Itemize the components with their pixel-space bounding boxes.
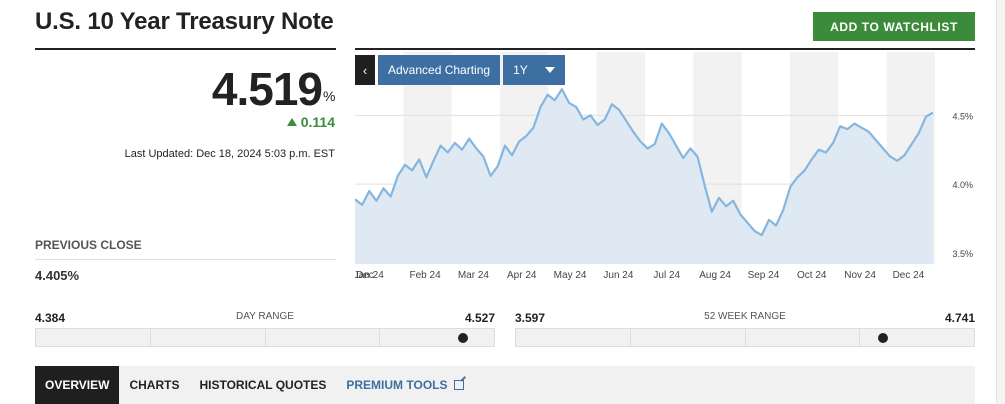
x-tick-label: Apr 24 [507,270,537,281]
x-tick-label: Mar 24 [458,270,490,281]
week52-range-high: 4.741 [944,311,975,325]
x-tick-label: Dec [356,270,374,281]
advanced-charting-button[interactable]: Advanced Charting [378,55,501,85]
divider [35,259,336,260]
week52-range: 3.597 52 WEEK RANGE 4.741 [515,311,975,347]
week52-range-marker [878,333,888,343]
x-tick-label: Jul 24 [653,270,680,281]
quote-unit: % [323,88,336,104]
day-range-low: 4.384 [35,311,66,325]
week52-range-label: 52 WEEK RANGE [704,311,786,322]
tab-premium-tools-label: PREMIUM TOOLS [346,378,448,392]
y-tick-label: 4.0% [952,180,973,190]
day-range-high: 4.527 [464,311,495,325]
tab-overview[interactable]: OVERVIEW [35,366,120,404]
quote-change-value: 0.114 [300,114,335,130]
x-tick-label: Sep 24 [748,270,780,281]
previous-close-label: PREVIOUS CLOSE [35,238,142,252]
x-tick-label: Feb 24 [410,270,442,281]
x-tick-label: Aug 24 [699,270,731,281]
up-arrow-icon [286,118,297,126]
x-tick-label: Oct 24 [797,270,827,281]
x-tick-label: May 24 [554,270,587,281]
x-tick-label: Jun 24 [603,270,633,281]
x-tick-label: Jan 24 [355,270,384,281]
chevron-down-icon [545,67,556,73]
y-tick-label: 4.5% [952,111,973,121]
tab-historical-quotes[interactable]: HISTORICAL QUOTES [199,378,327,392]
area-fill [355,89,933,264]
quote-tabs: OVERVIEW CHARTS HISTORICAL QUOTES PREMIU… [35,366,975,404]
day-range: 4.384 DAY RANGE 4.527 [35,311,495,347]
week52-range-bar [515,328,975,347]
day-range-label: DAY RANGE [236,311,294,322]
external-link-icon [453,380,464,390]
quote-price: 4.519 [211,63,323,115]
x-tick-label: Dec 24 [893,270,925,281]
day-range-bar [35,328,495,347]
divider [35,48,336,50]
tab-charts[interactable]: CHARTS [129,378,180,392]
price-chart[interactable]: 4.5% 4.0% 3.5% Jan 24 Feb 24 Mar 24 Apr 24 May … [354,52,975,284]
y-tick-label: 3.5% [952,249,973,259]
x-tick-label: Nov 24 [844,270,876,281]
series-line [354,88,934,237]
quote-change: 0.114 [286,114,335,130]
divider [355,48,975,50]
period-select[interactable]: 1Y [503,55,566,85]
period-select-value: 1Y [513,63,528,77]
previous-close-value: 4.405% [35,268,80,283]
day-range-marker [457,333,468,343]
last-updated: Last Updated: Dec 18, 2024 5:03 p.m. EST [124,148,335,160]
chart-back-button[interactable]: ‹ [355,55,375,85]
price-chart-svg: 4.5% 4.0% 3.5% Jan 24 Feb 24 Mar 24 Apr 24 May … [354,52,973,281]
chart-toolbar: ‹ Advanced Charting 1Y [355,55,566,85]
week52-range-low: 3.597 [515,311,546,325]
add-to-watchlist-button[interactable]: ADD TO WATCHLIST [813,12,975,41]
tab-premium-tools[interactable]: PREMIUM TOOLS [336,366,473,404]
scrollbar[interactable] [996,0,1005,404]
page-title: U.S. 10 Year Treasury Note [35,8,334,35]
